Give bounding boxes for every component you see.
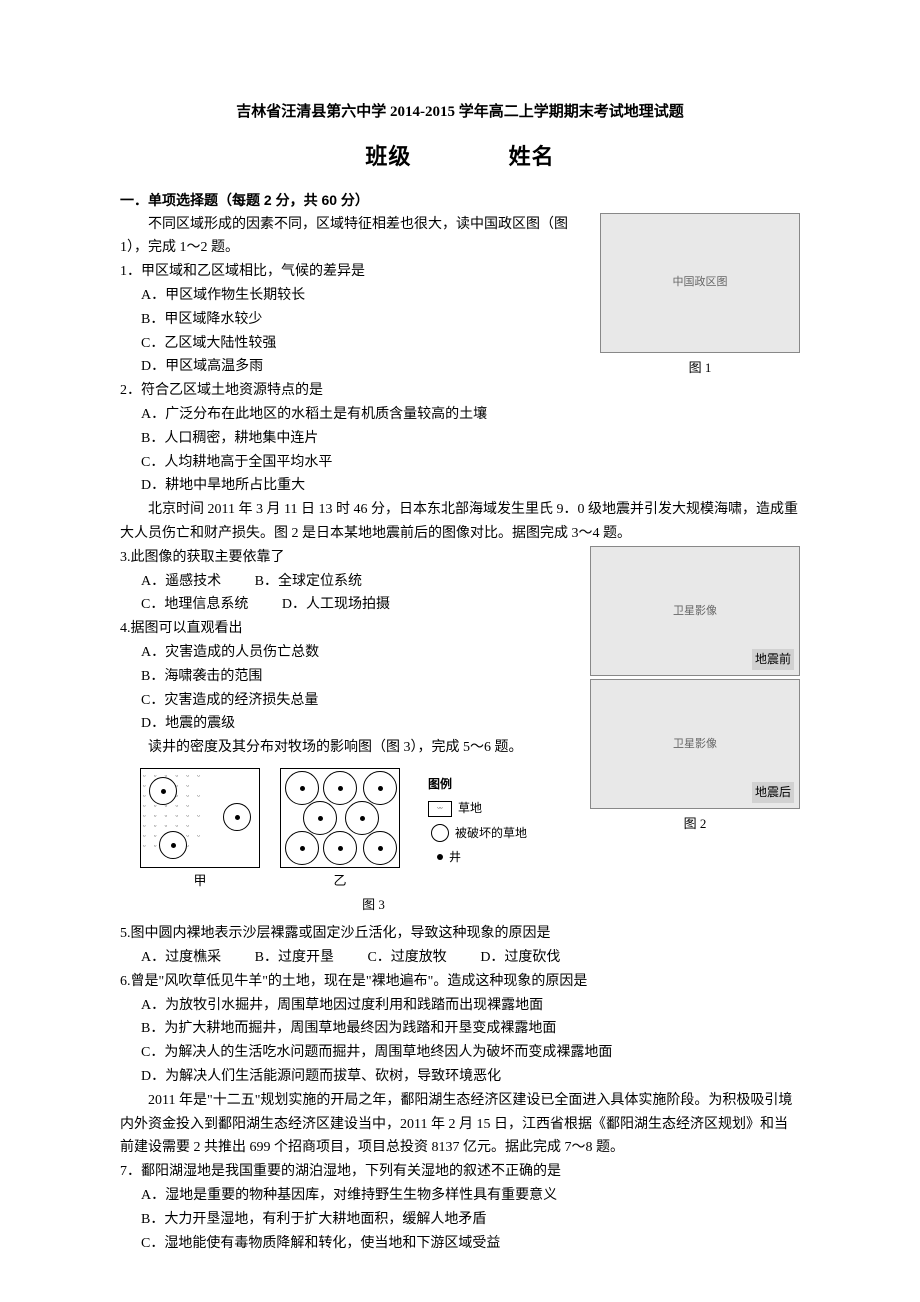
exam-title: 吉林省汪清县第六中学 2014-2015 学年高二上学期期末考试地理试题 [120, 100, 800, 126]
q6-stem: 6.曾是"风吹草低见牛羊"的土地，现在是"裸地遍布"。造成这种现象的原因是 [120, 970, 800, 994]
figure-3-yi-label: 乙 [280, 870, 400, 892]
figure-3-jia-label: 甲 [140, 870, 260, 892]
q2-stem: 2．符合乙区域土地资源特点的是 [120, 379, 800, 403]
q6-a: A．为放牧引水掘井，周围草地因过度利用和践踏而出现裸露地面 [141, 994, 800, 1018]
q5-b: B．过度开垦 [255, 946, 334, 970]
class-label: 班级 [365, 144, 411, 169]
q2-d: D．耕地中旱地所占比重大 [141, 474, 800, 498]
q6-d: D．为解决人们生活能源问题而拔草、砍树，导致环境恶化 [141, 1065, 800, 1089]
legend-grass: 草地 [458, 798, 482, 818]
q7-a: A．湿地是重要的物种基因库，对维持野生生物多样性具有重要意义 [141, 1184, 800, 1208]
figure-3-jia: ᵕ ᵕ ᵕ ᵕ ᵕ ᵕᵕ ᵕ ᵕ ᵕ ᵕᵕ ᵕ ᵕ ᵕ ᵕ ᵕᵕ ᵕ ᵕ ᵕ ᵕ… [140, 768, 260, 868]
q5-c: C．过度放牧 [367, 946, 446, 970]
q6-c: C．为解决人的生活吃水问题而掘井，周围草地终因人为破坏而变成裸露地面 [141, 1041, 800, 1065]
q6-b: B．为扩大耕地而掘井，周围草地最终因为践踏和开垦变成裸露地面 [141, 1017, 800, 1041]
q3-d: D．人工现场拍摄 [282, 593, 390, 617]
q3-c: C．地理信息系统 [141, 593, 248, 617]
figure-3-yi [280, 768, 400, 868]
legend-title: 图例 [428, 774, 527, 794]
figure-2-before-label: 地震前 [752, 649, 794, 669]
figure-1: 中国政区图 图 1 [600, 213, 800, 363]
q7-c: C．湿地能使有毒物质降解和转化，使当地和下游区域受益 [141, 1232, 800, 1256]
passage-2: 北京时间 2011 年 3 月 11 日 13 时 46 分，日本东北部海域发生… [120, 498, 800, 546]
figure-3: ᵕ ᵕ ᵕ ᵕ ᵕ ᵕᵕ ᵕ ᵕ ᵕ ᵕᵕ ᵕ ᵕ ᵕ ᵕ ᵕᵕ ᵕ ᵕ ᵕ ᵕ… [140, 768, 527, 916]
q5-d: D．过度砍伐 [480, 946, 560, 970]
passage-4: 2011 年是"十二五"规划实施的开局之年，鄱阳湖生态经济区建设已全面进入具体实… [120, 1089, 800, 1160]
figure-1-map: 中国政区图 [600, 213, 800, 353]
section-1-header: 一．单项选择题（每题 2 分，共 60 分） [120, 189, 800, 213]
q7-b: B．大力开垦湿地，有利于扩大耕地面积，缓解人地矛盾 [141, 1208, 800, 1232]
q2-b: B．人口稠密，耕地集中连片 [141, 427, 800, 451]
name-label: 姓名 [509, 144, 555, 169]
q5-a: A．过度樵采 [141, 946, 221, 970]
blank-fields: 班级 姓名 [120, 138, 800, 175]
q3-b: B．全球定位系统 [255, 570, 362, 594]
q5-stem: 5.图中圆内裸地表示沙层裸露或固定沙丘活化，导致这种现象的原因是 [120, 922, 800, 946]
q3-a: A．遥感技术 [141, 570, 221, 594]
legend-dot: 井 [449, 847, 461, 867]
q2-c: C．人均耕地高于全国平均水平 [141, 451, 800, 475]
figure-3-legend: 图例 ᵕᵕ草地 被破坏的草地 井 [428, 774, 527, 872]
figure-2-after-label: 地震后 [752, 782, 794, 802]
figure-1-caption: 图 1 [600, 357, 800, 379]
q7-stem: 7．鄱阳湖湿地是我国重要的湖泊湿地，下列有关湿地的叙述不正确的是 [120, 1160, 800, 1184]
figure-2-caption: 图 2 [590, 813, 800, 835]
q2-a: A．广泛分布在此地区的水稻土是有机质含量较高的土壤 [141, 403, 800, 427]
figure-2: 卫星影像 地震前 卫星影像 地震后 图 2 [590, 546, 800, 835]
legend-circle: 被破坏的草地 [455, 823, 527, 843]
figure-3-caption: 图 3 [220, 894, 527, 916]
q5-options: A．过度樵采 B．过度开垦 C．过度放牧 D．过度砍伐 [141, 946, 800, 970]
